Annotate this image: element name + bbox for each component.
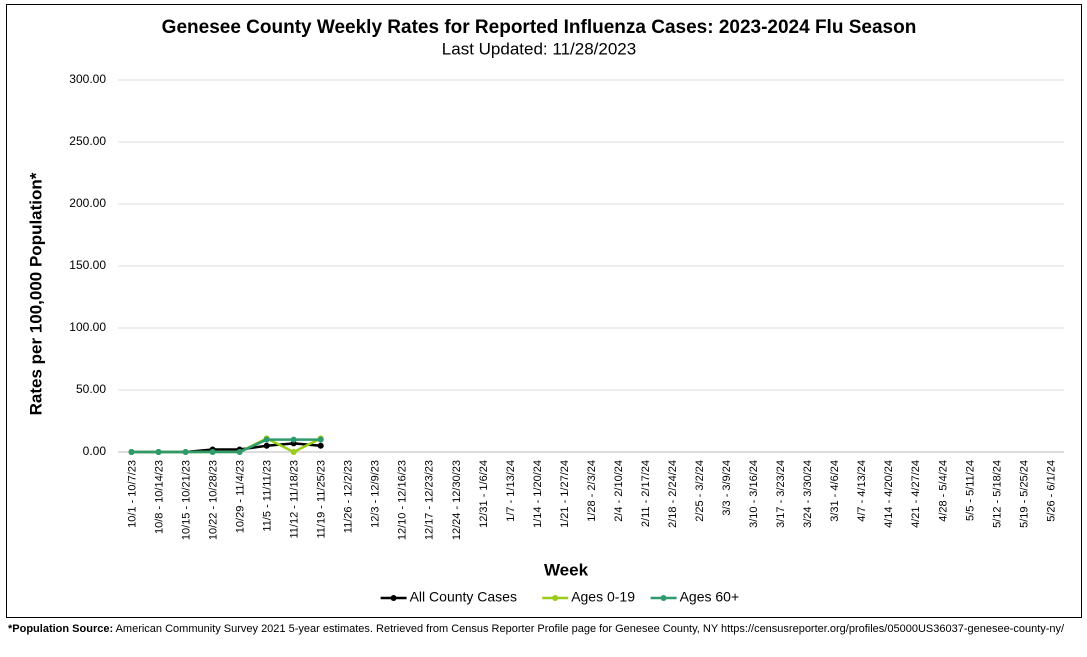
y-tick-label: 300.00	[69, 72, 106, 86]
x-tick-label: 5/26 - 6/1/24	[1045, 460, 1057, 522]
footnote-label: *Population Source:	[8, 623, 114, 635]
x-tick-label: 10/22 - 10/28/23	[208, 460, 220, 540]
x-tick-label: 3/24 - 3/30/24	[802, 460, 814, 528]
x-tick-label: 10/8 - 10/14/23	[153, 460, 165, 534]
x-tick-label: 4/21 - 4/27/24	[910, 460, 922, 528]
point	[290, 436, 297, 443]
x-tick-label: 12/17 - 12/23/23	[424, 460, 436, 540]
point	[290, 449, 297, 455]
point	[209, 449, 216, 455]
x-tick-label: 2/25 - 3/2/24	[694, 460, 706, 522]
legend-marker	[390, 595, 397, 601]
y-tick-label: 150.00	[69, 258, 106, 272]
x-tick-label: 3/3 - 3/9/24	[721, 460, 733, 516]
x-tick-label: 11/26 - 12/2/23	[343, 460, 355, 533]
footnote: *Population Source: American Community S…	[8, 622, 1080, 637]
x-tick-label: 2/18 - 2/24/24	[667, 460, 679, 528]
point	[263, 436, 270, 443]
y-axis-title: Rates per 100,000 Population*	[26, 172, 45, 415]
x-tick-label: 1/21 - 1/27/24	[559, 460, 571, 528]
x-tick-label: 1/7 - 1/13/24	[505, 460, 517, 522]
legend-marker	[552, 595, 559, 601]
x-tick-label: 2/4 - 2/10/24	[613, 460, 625, 522]
point	[155, 449, 162, 455]
point	[236, 449, 243, 455]
x-tick-label: 3/17 - 3/23/24	[775, 460, 787, 528]
footnote-text: American Community Survey 2021 5-year es…	[115, 623, 1065, 635]
x-tick-label: 10/29 - 11/4/23	[235, 460, 247, 533]
legend-label: Ages 0-19	[571, 589, 635, 605]
x-tick-label: 12/31 - 1/6/24	[478, 460, 490, 528]
legend-label: Ages 60+	[680, 589, 740, 605]
x-tick-label: 5/19 - 5/25/24	[1018, 460, 1030, 528]
y-tick-label: 0.00	[83, 444, 107, 458]
point	[317, 436, 324, 443]
legend-label: All County Cases	[410, 589, 517, 605]
x-tick-label: 12/3 - 12/9/23	[370, 460, 382, 528]
y-tick-label: 50.00	[76, 382, 106, 396]
x-tick-label: 11/19 - 11/25/23	[316, 460, 328, 539]
x-tick-label: 11/5 - 11/11/23	[262, 460, 274, 532]
x-tick-label: 3/31 - 4/6/24	[829, 460, 841, 522]
x-tick-label: 4/14 - 4/20/24	[883, 460, 895, 528]
x-tick-label: 10/1 - 10/7/23	[126, 460, 138, 528]
y-tick-label: 200.00	[69, 196, 106, 210]
chart-title: Genesee County Weekly Rates for Reported…	[162, 17, 917, 38]
y-tick-label: 100.00	[69, 320, 106, 334]
point	[317, 442, 324, 449]
series-line	[131, 438, 321, 454]
x-tick-label: 2/11 - 2/17/24	[640, 460, 652, 527]
x-tick-label: 1/14 - 1/20/24	[532, 460, 544, 528]
chart: Genesee County Weekly Rates for Reported…	[6, 4, 1082, 618]
x-tick-label: 1/28 - 2/3/24	[586, 460, 598, 522]
point	[182, 449, 189, 455]
point	[128, 449, 135, 455]
chart-subtitle: Last Updated: 11/28/2023	[442, 39, 636, 58]
x-tick-label: 12/10 - 12/16/23	[397, 460, 409, 540]
chart-border	[6, 4, 1082, 618]
x-tick-label: 11/12 - 11/18/23	[289, 460, 301, 539]
x-tick-label: 3/10 - 3/16/24	[748, 460, 760, 528]
x-tick-label: 4/28 - 5/4/24	[937, 460, 949, 522]
y-tick-label: 250.00	[69, 134, 106, 148]
x-tick-label: 12/24 - 12/30/23	[451, 460, 463, 540]
x-tick-label: 4/7 - 4/13/24	[856, 460, 868, 522]
point	[263, 442, 270, 449]
legend-marker	[660, 595, 667, 601]
x-tick-label: 5/12 - 5/18/24	[991, 460, 1003, 528]
x-tick-label: 10/15 - 10/21/23	[180, 460, 192, 540]
x-tick-label: 5/5 - 5/11/24	[964, 460, 976, 521]
x-axis-title: Week	[544, 560, 589, 579]
